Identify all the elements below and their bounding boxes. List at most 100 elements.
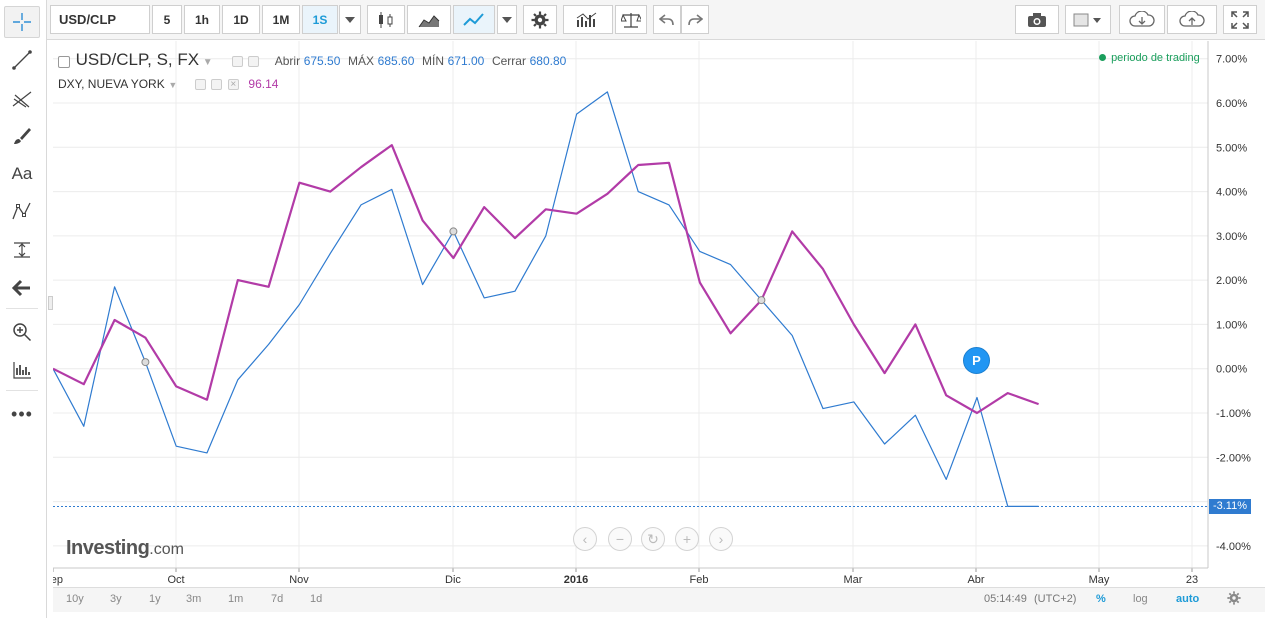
scroll-right-button[interactable]: ›	[709, 527, 733, 551]
high-label: MÁX	[348, 54, 375, 68]
log-scale-button[interactable]: log	[1133, 593, 1148, 605]
layout-select-icon[interactable]	[1065, 5, 1111, 34]
interval-1w-button[interactable]: 1S	[302, 5, 338, 34]
range-1d-button[interactable]: 1d	[310, 593, 323, 605]
bottom-toolbar: 10y 3y 1y 3m 1m 7d 1d 05:14:49 (UTC+2) %…	[53, 587, 1265, 612]
clock-time: 05:14:49	[984, 593, 1027, 605]
clock-timezone[interactable]: (UTC+2)	[1034, 593, 1077, 605]
compare-scales-icon[interactable]	[615, 5, 647, 34]
fullscreen-icon[interactable]	[1223, 5, 1257, 34]
y-tick-label: 7.00%	[1216, 54, 1247, 66]
interval-1d-button[interactable]: 1D	[222, 5, 260, 34]
chart-type-dropdown-icon[interactable]	[497, 5, 517, 34]
compare-series-title: DXY, NUEVA YORK	[58, 77, 165, 91]
x-tick-label: Oct	[167, 574, 184, 586]
line-chart-icon[interactable]	[453, 5, 495, 34]
range-7d-button[interactable]: 7d	[271, 593, 284, 605]
zoom-in-button[interactable]: +	[675, 527, 699, 551]
series-dropdown-icon[interactable]: ▼	[202, 57, 213, 68]
x-tick-label: Feb	[690, 574, 709, 586]
price-chart[interactable]: 7.00% 6.00% 5.00% 4.00% 3.00% 2.00% 1.00% 0.00%…	[53, 41, 1265, 587]
x-tick-label: Nov	[289, 574, 309, 586]
left-toolbar: Aa •••	[0, 0, 47, 618]
interval-dropdown-icon[interactable]	[339, 5, 361, 34]
chart-scroll-handle[interactable]	[48, 296, 53, 310]
close-value: 680.80	[529, 54, 567, 68]
compare-settings-icon[interactable]	[211, 79, 223, 91]
pattern-tool-icon[interactable]	[4, 196, 40, 228]
y-tick-label: -4.00%	[1216, 541, 1251, 553]
trend-line-tool-icon[interactable]	[4, 44, 40, 76]
note-marker[interactable]	[449, 227, 458, 236]
watermark-suffix: .com	[149, 541, 184, 558]
scroll-left-button[interactable]: ‹	[573, 527, 597, 551]
series-settings-icon[interactable]	[248, 56, 260, 68]
collapse-legend-icon[interactable]	[58, 55, 70, 68]
last-value-text: -3.11%	[1212, 500, 1248, 513]
x-tick-label: Mar	[844, 574, 863, 586]
redo-icon[interactable]	[681, 5, 709, 34]
cloud-upload-icon[interactable]	[1167, 5, 1217, 34]
watermark-brand: Investing	[66, 537, 150, 559]
cloud-download-icon[interactable]	[1119, 5, 1165, 34]
compare-series-legend: DXY, NUEVA YORK ▼ × 96.14	[58, 76, 278, 91]
more-tools-icon[interactable]: •••	[11, 403, 33, 424]
interval-1m-button[interactable]: 1M	[262, 5, 300, 34]
indicators-button-icon[interactable]	[563, 5, 613, 34]
range-3y-button[interactable]: 3y	[110, 593, 122, 605]
x-tick-label: 23	[1186, 574, 1198, 586]
compare-remove-icon[interactable]: ×	[227, 79, 239, 91]
range-1m-button[interactable]: 1m	[228, 593, 244, 605]
interval-1h-button[interactable]: 1h	[184, 5, 220, 34]
high-value: 685.60	[377, 54, 415, 68]
percent-scale-button[interactable]: %	[1096, 593, 1106, 605]
candles-chart-icon[interactable]	[367, 5, 405, 34]
indicators-icon[interactable]	[4, 354, 40, 386]
y-tick-label: 2.00%	[1216, 275, 1247, 287]
event-marker[interactable]: P	[963, 347, 990, 374]
session-label: periodo de trading	[1111, 52, 1200, 64]
visibility-icon[interactable]	[231, 56, 243, 68]
dxy-line	[53, 144, 1039, 415]
chart-area[interactable]: 7.00% 6.00% 5.00% 4.00% 3.00% 2.00% 1.00% 0.00%…	[53, 41, 1265, 618]
y-tick-label: -1.00%	[1216, 408, 1251, 420]
x-tick-label: Abr	[967, 574, 984, 586]
open-value: 675.50	[303, 54, 341, 68]
zoom-out-button[interactable]: −	[608, 527, 632, 551]
note-marker[interactable]	[757, 296, 766, 305]
y-tick-label: 4.00%	[1216, 187, 1247, 199]
x-tick-label: May	[1089, 574, 1110, 586]
interval-5-button[interactable]: 5	[152, 5, 182, 34]
fibonacci-tool-icon[interactable]	[4, 82, 40, 114]
x-tick-label: Dic	[445, 574, 461, 586]
crosshair-tool-icon[interactable]	[4, 6, 40, 38]
undo-icon[interactable]	[653, 5, 681, 34]
session-dot-icon	[1099, 54, 1106, 61]
measure-tool-icon[interactable]	[4, 234, 40, 266]
text-tool-icon[interactable]: Aa	[11, 164, 33, 183]
reset-zoom-button[interactable]: ↻	[641, 527, 665, 551]
screenshot-camera-icon[interactable]	[1015, 5, 1059, 34]
x-tick-label: 2016	[564, 574, 588, 586]
close-label: Cerrar	[491, 54, 526, 68]
y-tick-label: 3.00%	[1216, 231, 1247, 243]
brush-tool-icon[interactable]	[4, 120, 40, 152]
y-tick-label: 0.00%	[1216, 364, 1247, 376]
symbol-box[interactable]: USD/CLP	[50, 5, 150, 34]
area-chart-icon[interactable]	[407, 5, 451, 34]
session-indicator: periodo de trading	[1099, 52, 1200, 64]
auto-scale-button[interactable]: auto	[1176, 593, 1200, 605]
compare-dropdown-icon[interactable]: ▼	[168, 80, 178, 90]
range-1y-button[interactable]: 1y	[149, 593, 161, 605]
scale-settings-gear-icon[interactable]	[1227, 591, 1241, 608]
low-label: MÍN	[422, 54, 444, 68]
note-marker[interactable]	[141, 358, 150, 367]
range-3m-button[interactable]: 3m	[186, 593, 202, 605]
event-marker-label: P	[972, 353, 981, 368]
compare-visibility-icon[interactable]	[194, 79, 206, 91]
y-tick-label: 5.00%	[1216, 142, 1247, 154]
settings-gear-icon[interactable]	[523, 5, 557, 34]
back-arrow-icon[interactable]	[4, 272, 40, 304]
range-10y-button[interactable]: 10y	[66, 593, 84, 605]
zoom-icon[interactable]	[4, 316, 40, 348]
